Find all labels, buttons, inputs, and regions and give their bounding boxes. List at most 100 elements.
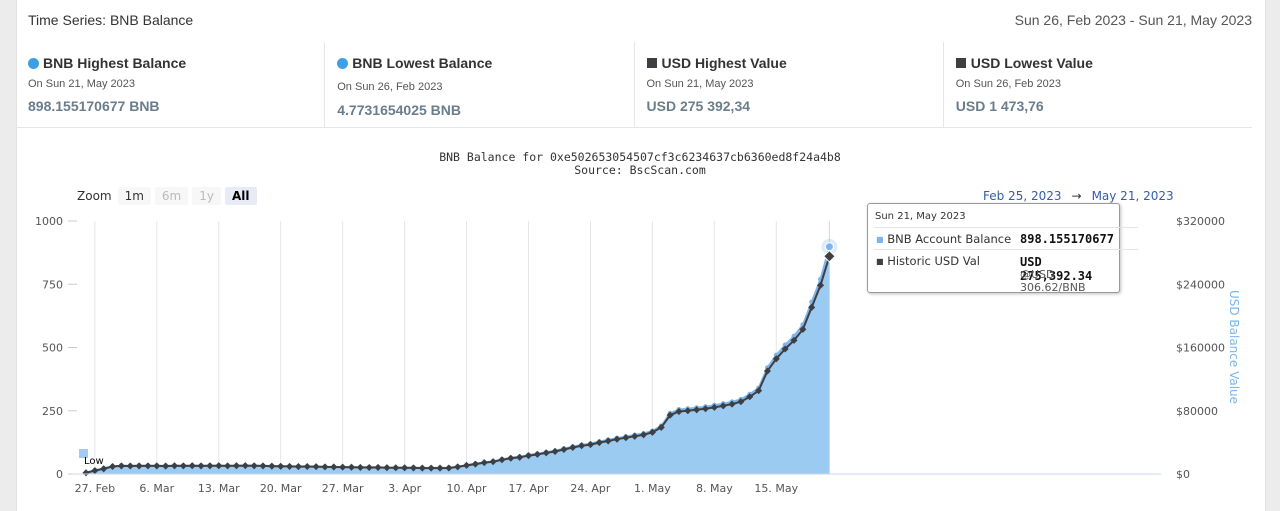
usd-value-point [303, 462, 311, 471]
y-left-tick-label: 1000 [35, 215, 63, 228]
x-tick-label: 10. Apr [447, 482, 487, 495]
usd-value-point [232, 462, 240, 470]
usd-value-point [409, 464, 417, 472]
stat-date: On Sun 26, Feb 2023 [955, 78, 1061, 90]
usd-value-point [321, 463, 329, 471]
stat-usd-highest: USD Highest Value On Sun 21, May 2023 US… [635, 42, 944, 127]
stat-title: BNB Highest Balance [43, 55, 187, 71]
usd-value-point [277, 462, 285, 470]
usd-value-point [330, 463, 338, 471]
usd-value-point [383, 464, 391, 472]
usd-value-point [755, 387, 763, 395]
usd-value-point [542, 449, 550, 457]
square-marker-icon [646, 58, 657, 68]
x-tick-label: 3. Apr [388, 482, 421, 495]
usd-value-point [772, 355, 780, 363]
usd-value-point [578, 442, 586, 450]
tooltip-divider [874, 249, 1138, 250]
usd-value-point [170, 462, 179, 470]
usd-value-point [551, 447, 559, 456]
usd-value-point [427, 464, 435, 472]
usd-value-point [693, 406, 701, 414]
stat-value: USD 275 392,34 [646, 98, 751, 114]
usd-value-point [622, 434, 630, 442]
y-left-tick-label: 250 [42, 405, 63, 418]
stat-title: USD Highest Value [661, 55, 787, 71]
usd-value-point [498, 456, 506, 464]
hover-point-bnb [824, 242, 834, 252]
date-range: Sun 26, Feb 2023 - Sun 21, May 2023 [1014, 12, 1252, 28]
tooltip-date: Sun 21, May 2023 [875, 211, 966, 222]
zoom-label: Zoom [77, 189, 112, 203]
x-tick-label: 17. Apr [508, 482, 548, 495]
hover-point-usd [823, 249, 836, 263]
usd-value-point [533, 450, 541, 458]
range-from-input[interactable]: Feb 25, 2023 [983, 189, 1062, 203]
bnb-balance-area [86, 246, 830, 474]
stat-title: USD Lowest Value [970, 55, 1093, 71]
usd-value-point [710, 403, 718, 411]
usd-value-point [259, 462, 267, 470]
zoom-all-button[interactable]: All [225, 187, 257, 205]
usd-value-point [135, 462, 143, 470]
stat-usd-lowest: USD Lowest Value On Sun 26, Feb 2023 USD… [944, 42, 1252, 127]
usd-value-point [808, 303, 816, 311]
usd-value-point [719, 402, 727, 410]
range-to-input[interactable]: May 21, 2023 [1091, 189, 1174, 203]
low-flag-marker [79, 449, 88, 458]
usd-value-point [569, 443, 577, 452]
circle-marker-icon [28, 57, 39, 69]
usd-value-point [445, 464, 453, 472]
usd-value-point [657, 423, 665, 431]
usd-value-point [480, 459, 488, 467]
zoom-1y-button[interactable]: 1y [192, 187, 221, 205]
usd-value-point [286, 462, 294, 470]
stat-title: BNB Lowest Balance [352, 55, 493, 71]
zoom-6m-button[interactable]: 6m [154, 187, 189, 205]
usd-value-point [356, 463, 364, 471]
stat-value: USD 1 473,76 [955, 98, 1044, 114]
stat-bnb-highest: BNB Highest Balance On Sun 21, May 2023 … [16, 42, 326, 127]
usd-value-point [392, 464, 400, 472]
zoom-1m-button[interactable]: 1m [117, 187, 151, 205]
usd-value-point [91, 467, 99, 475]
usd-value-point [144, 462, 152, 470]
usd-value-point [365, 463, 373, 472]
usd-value-point [117, 462, 125, 470]
usd-value-point [162, 462, 170, 470]
usd-value-point [215, 462, 223, 470]
usd-value-point [799, 325, 807, 333]
usd-value-point [790, 336, 798, 344]
stat-value: 898.155170677 BNB [28, 98, 160, 114]
usd-value-point [737, 398, 745, 406]
stats-row: BNB Highest Balance On Sun 21, May 2023 … [16, 42, 1252, 128]
usd-value-point [631, 432, 639, 440]
range-selector: Feb 25, 2023 → May 21, 2023 [983, 189, 1174, 203]
usd-value-point [241, 462, 249, 470]
usd-value-point [746, 393, 754, 401]
usd-value-point [728, 400, 736, 408]
usd-value-point [471, 460, 479, 468]
zoom-controls: Zoom 1m 6m 1y All [77, 187, 261, 205]
tooltip-divider [874, 227, 1138, 228]
x-tick-label: 27. Mar [322, 482, 364, 495]
usd-value-point [604, 437, 612, 445]
usd-value-point [82, 469, 90, 477]
usd-value-point [507, 454, 515, 462]
usd-value-point [126, 462, 134, 470]
usd-value-point [675, 408, 683, 416]
usd-value-point [684, 407, 692, 415]
usd-value-point [401, 464, 409, 472]
x-tick-label: 24. Apr [570, 482, 610, 495]
chart-tooltip: Sun 21, May 2023 ■ BNB Account Balance 8… [867, 203, 1138, 294]
chart-subtitle: Source: BscScan.com [574, 163, 706, 177]
usd-value-point [516, 453, 524, 461]
usd-value-point [586, 441, 594, 449]
y-right-axis-label: USD Balance Value [1227, 290, 1241, 404]
x-tick-label: 15. May [754, 482, 798, 495]
usd-value-point [109, 462, 117, 471]
low-flag-label: Low [84, 456, 104, 467]
y-left-tick-label: 0 [56, 468, 63, 481]
usd-value-point [524, 452, 533, 460]
